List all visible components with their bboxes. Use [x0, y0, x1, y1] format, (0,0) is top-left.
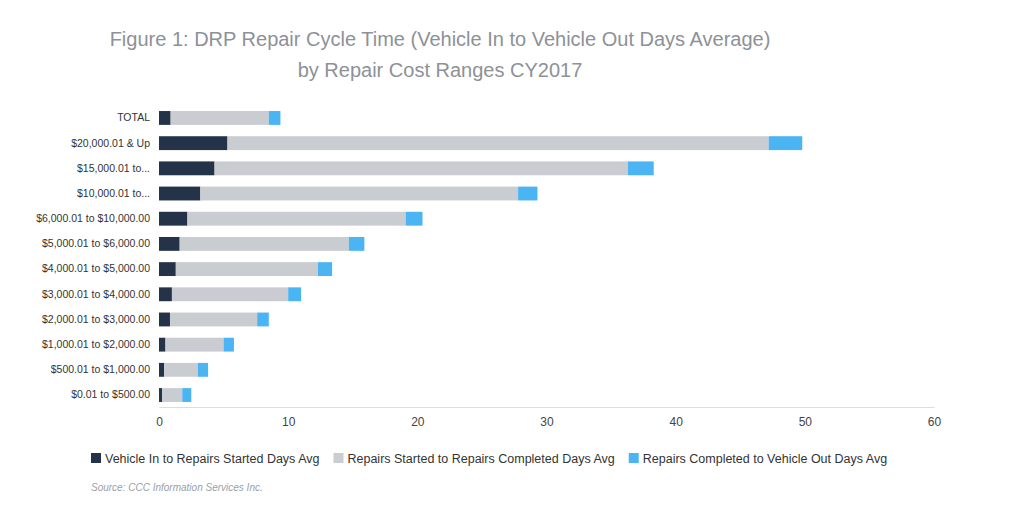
x-tick: 10	[282, 407, 296, 429]
x-axis: 0 10 20 30 40 50 60	[156, 407, 941, 429]
chart-svg: Figure 1: DRP Repair Cycle Time (Vehicle…	[0, 0, 1024, 522]
x-tick-label: 60	[928, 415, 942, 429]
bar-segment	[159, 161, 215, 175]
legend-label: Repairs Started to Repairs Completed Day…	[347, 452, 614, 466]
bar-segment	[518, 187, 537, 201]
category-label: $1,000.01 to $2,000.00	[42, 338, 150, 350]
x-tick: 30	[540, 407, 554, 429]
bar-segment	[159, 212, 187, 226]
bar-segment	[628, 161, 654, 175]
bar-segment	[182, 388, 191, 402]
bar-segment	[159, 262, 176, 276]
category-label: $2,000.01 to $3,000.00	[42, 313, 150, 325]
y-tick: $1,000.01 to $2,000.00	[42, 338, 150, 350]
series-bars	[159, 111, 227, 402]
y-tick: $20,000.01 & Up	[71, 137, 150, 149]
y-axis: TOTAL $20,000.01 & Up $15,000.01 to... $10,…	[36, 111, 150, 400]
y-tick: $6,000.01 to $10,000.00	[36, 212, 150, 224]
category-label: $6,000.01 to $10,000.00	[36, 212, 150, 224]
category-label: $0.01 to $500.00	[71, 388, 150, 400]
bar-segment	[159, 388, 162, 402]
bar-segment	[170, 313, 257, 327]
bar-segment	[165, 338, 223, 352]
category-label: $500.01 to $1,000.00	[51, 363, 150, 375]
bar-segment	[200, 187, 518, 201]
x-tick-label: 10	[282, 415, 296, 429]
subtitle: by Repair Cost Ranges CY2017	[298, 59, 583, 81]
bar-segment	[257, 313, 269, 327]
y-tick: $3,000.01 to $4,000.00	[42, 288, 150, 300]
legend-item: Vehicle In to Repairs Started Days Avg	[91, 452, 320, 466]
x-tick: 60	[928, 407, 942, 429]
bar-segment	[269, 111, 281, 125]
bar-segment	[164, 363, 198, 377]
bar-segment	[406, 212, 423, 226]
x-tick-label: 0	[156, 415, 163, 429]
category-label: $15,000.01 to...	[77, 162, 150, 174]
bar-segment	[172, 287, 288, 301]
x-axis-line	[160, 407, 935, 408]
category-label: $10,000.01 to...	[77, 187, 150, 199]
x-tick-label: 30	[540, 415, 554, 429]
title: Figure 1: DRP Repair Cycle Time (Vehicle…	[110, 28, 771, 50]
y-tick: $500.01 to $1,000.00	[51, 363, 150, 375]
bar-segment	[162, 388, 182, 402]
legend-swatch	[629, 453, 639, 463]
category-label: $5,000.01 to $6,000.00	[42, 237, 150, 249]
bar-segment	[159, 363, 164, 377]
bar-segment	[159, 313, 170, 327]
series-bars	[182, 111, 802, 402]
category-label: $3,000.01 to $4,000.00	[42, 288, 150, 300]
y-tick: $0.01 to $500.00	[71, 388, 150, 400]
bar-segment	[187, 212, 405, 226]
bar-segment	[159, 287, 172, 301]
bar-segment	[159, 111, 171, 125]
category-label: $4,000.01 to $5,000.00	[42, 262, 150, 274]
legend-swatch	[333, 453, 343, 463]
bar-segment	[318, 262, 332, 276]
bar-segment	[198, 363, 208, 377]
bar-segment	[349, 237, 365, 251]
legend-label: Repairs Completed to Vehicle Out Days Av…	[643, 452, 887, 466]
legend: Vehicle In to Repairs Started Days Avg Re…	[91, 452, 887, 466]
bar-segment	[769, 136, 803, 150]
bar-segment	[180, 237, 349, 251]
y-tick: $10,000.01 to...	[77, 187, 150, 199]
bar-segment	[171, 111, 269, 125]
y-tick: $5,000.01 to $6,000.00	[42, 237, 150, 249]
legend-item: Repairs Started to Repairs Completed Day…	[333, 452, 614, 466]
bar-segment	[159, 237, 180, 251]
y-tick: $2,000.01 to $3,000.00	[42, 313, 150, 325]
bar-segment	[159, 136, 227, 150]
bar-segment	[288, 287, 301, 301]
y-tick: TOTAL	[117, 111, 150, 123]
bars	[159, 111, 802, 402]
category-label: $20,000.01 & Up	[71, 137, 150, 149]
series-bars	[162, 111, 768, 402]
y-tick: $4,000.01 to $5,000.00	[42, 262, 150, 274]
x-tick-label: 40	[669, 415, 683, 429]
bar-segment	[159, 187, 200, 201]
legend-item: Repairs Completed to Vehicle Out Days Av…	[629, 452, 887, 466]
x-tick-label: 20	[411, 415, 425, 429]
source-note: Source: CCC Information Services Inc.	[91, 482, 263, 493]
x-tick: 20	[411, 407, 425, 429]
x-tick: 40	[669, 407, 683, 429]
chart-container: Figure 1: DRP Repair Cycle Time (Vehicle…	[0, 0, 1024, 522]
bar-segment	[224, 338, 234, 352]
legend-swatch	[91, 453, 101, 463]
category-label: TOTAL	[117, 111, 150, 123]
legend-label: Vehicle In to Repairs Started Days Avg	[105, 452, 320, 466]
x-tick-label: 50	[799, 415, 813, 429]
y-tick: $15,000.01 to...	[77, 162, 150, 174]
bar-segment	[159, 338, 165, 352]
x-tick: 50	[799, 407, 813, 429]
bar-segment	[227, 136, 768, 150]
bar-segment	[176, 262, 318, 276]
bar-segment	[215, 161, 628, 175]
x-tick: 0	[156, 407, 163, 429]
